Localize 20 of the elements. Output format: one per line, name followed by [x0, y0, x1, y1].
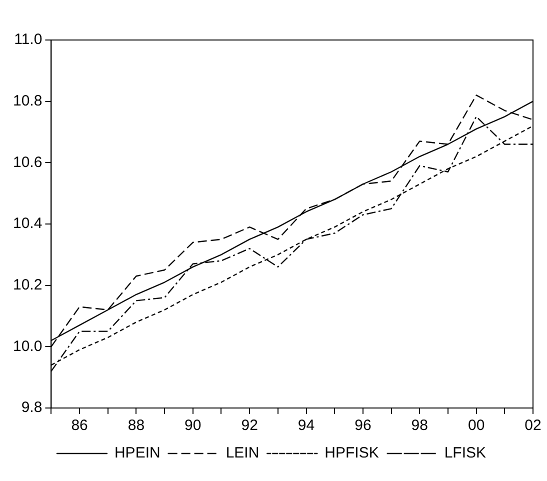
y-tick-label: 10.6	[12, 154, 42, 171]
x-tick-label: 96	[354, 417, 372, 434]
legend-label: LEIN	[226, 444, 260, 462]
y-tick-label: 10.2	[12, 276, 42, 294]
x-tick-label: 90	[184, 417, 202, 434]
x-tick-label: 88	[128, 417, 145, 434]
x-tick-label: 94	[298, 417, 315, 434]
legend-label: HPFISK	[324, 444, 379, 462]
y-tick-label: 10.8	[12, 92, 42, 110]
y-tick-label: 10.4	[12, 215, 42, 232]
x-tick-label: 98	[411, 417, 428, 434]
y-tick-label: 9.8	[21, 399, 42, 416]
legend-label: LFISK	[444, 444, 486, 462]
x-tick-label: 86	[71, 417, 88, 434]
x-tick-label: 92	[241, 417, 258, 434]
y-tick-label: 10.0	[12, 338, 42, 355]
x-tick-label: 02	[524, 417, 542, 434]
x-tick-label: 00	[468, 417, 485, 434]
y-tick-label: 11.0	[14, 31, 42, 48]
legend-label: HPEIN	[114, 444, 160, 462]
